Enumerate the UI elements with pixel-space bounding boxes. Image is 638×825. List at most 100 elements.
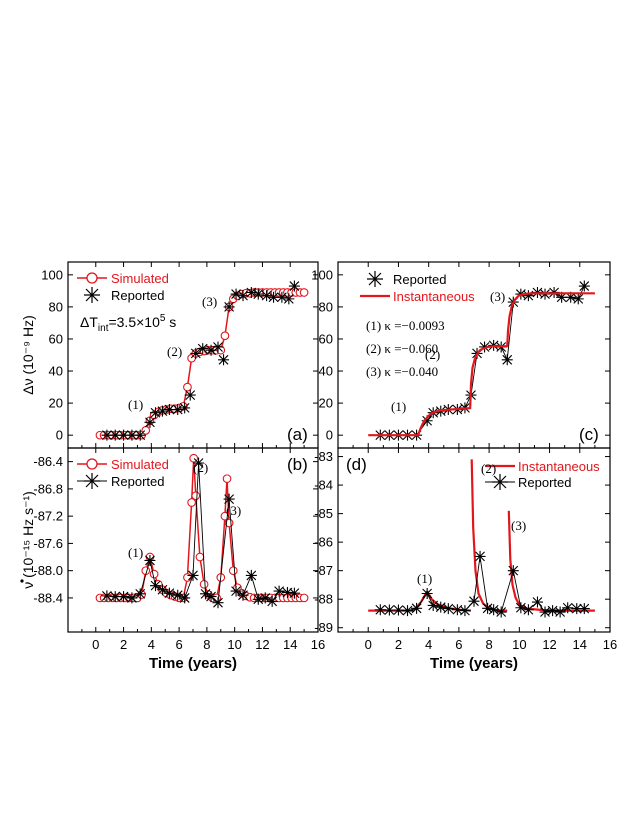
legend-b-reported-marker bbox=[84, 473, 100, 489]
reported-point-a bbox=[237, 290, 249, 302]
reported-point-b bbox=[179, 592, 191, 604]
reported-point-d bbox=[421, 587, 433, 599]
y-tick-label-b: -86.4 bbox=[33, 454, 63, 469]
reported-point-a bbox=[109, 429, 121, 441]
reported-point-b bbox=[273, 585, 285, 597]
reported-point-d bbox=[562, 602, 574, 614]
legend-c-reported-marker bbox=[367, 271, 383, 287]
legend-a-simulated-marker bbox=[86, 272, 98, 284]
reported-point-a bbox=[218, 354, 230, 366]
x-tick-label-b: 12 bbox=[255, 637, 269, 652]
y-tick-label-b: -88.0 bbox=[33, 563, 63, 578]
reported-point-a bbox=[101, 429, 113, 441]
x-tick-label-b: 16 bbox=[311, 637, 325, 652]
y-axis-label-a: Δν (10⁻⁹ Hz) bbox=[20, 315, 36, 395]
reported-point-d bbox=[383, 604, 395, 616]
y-tick-label-d: -86 bbox=[314, 535, 333, 550]
legend-a-reported-marker bbox=[84, 287, 100, 303]
reported-point-c bbox=[572, 293, 584, 305]
reported-point-b bbox=[126, 592, 138, 604]
panel-label-d: (d) bbox=[346, 455, 367, 474]
reported-point-b bbox=[252, 593, 264, 605]
reported-point-b bbox=[230, 585, 242, 597]
y-tick-label-c: 100 bbox=[311, 267, 333, 282]
simulated-point-b bbox=[299, 593, 309, 603]
x-axis-label-right: Time (years) bbox=[430, 655, 518, 672]
reported-point-a bbox=[156, 405, 168, 417]
simulated-point-a bbox=[299, 288, 309, 297]
panel-label-a: (a) bbox=[287, 425, 308, 444]
legend-b-simulated-marker bbox=[86, 458, 98, 470]
legend-d: Instantaneous Reported bbox=[485, 459, 600, 490]
reported-point-a bbox=[184, 389, 196, 401]
panel-label-c: (c) bbox=[579, 425, 599, 444]
legend-a-simulated-label: Simulated bbox=[111, 271, 169, 286]
simulated-point-b bbox=[191, 491, 201, 501]
reported-point-a bbox=[150, 407, 161, 419]
x-tick-label-d: 6 bbox=[455, 637, 462, 652]
reported-point-b bbox=[150, 580, 161, 592]
reported-point-b bbox=[193, 457, 205, 469]
series-layer bbox=[95, 280, 595, 618]
reported-point-d bbox=[522, 604, 534, 616]
reported-point-a bbox=[126, 429, 138, 441]
reported-point-b bbox=[281, 586, 293, 598]
reported-point-b bbox=[172, 589, 184, 601]
simulated-point-b bbox=[222, 474, 232, 484]
series-group-b bbox=[95, 453, 309, 609]
simulated-point-b bbox=[183, 573, 192, 582]
reported-point-d bbox=[402, 605, 414, 617]
reported-point-c bbox=[565, 291, 577, 303]
x-tick-label-d: 12 bbox=[542, 637, 556, 652]
reported-point-b bbox=[101, 590, 113, 602]
x-tick-label-d: 14 bbox=[573, 637, 587, 652]
reported-point-a bbox=[283, 293, 295, 305]
reported-point-c bbox=[522, 290, 534, 302]
y-tick-label-c: 0 bbox=[326, 428, 333, 443]
legend-c-reported-label: Reported bbox=[393, 272, 446, 287]
reported-point-a bbox=[268, 291, 280, 303]
legend-d-instantaneous-label: Instantaneous bbox=[518, 459, 600, 474]
legend-b: Simulated Reported bbox=[77, 457, 169, 489]
reported-point-a bbox=[288, 280, 300, 292]
y-tick-label-d: -87 bbox=[314, 563, 333, 578]
reported-point-b bbox=[245, 569, 257, 581]
reported-point-d bbox=[547, 605, 559, 617]
y-axis-label-b-rest: (10⁻¹⁵ Hz s⁻¹) bbox=[20, 491, 36, 582]
reported-point-d bbox=[411, 602, 423, 614]
legend-b-simulated-label: Simulated bbox=[111, 457, 169, 472]
legend-c: Reported Instantaneous bbox=[360, 271, 475, 304]
kappa-label-2: (2) κ =−0.060 bbox=[366, 341, 438, 356]
reported-point-d bbox=[488, 604, 500, 616]
y-tick-label-c: 60 bbox=[319, 331, 333, 346]
legend-a: Simulated Reported bbox=[77, 271, 169, 303]
glitch-label-a-1: (1) bbox=[128, 397, 143, 412]
reported-point-c bbox=[501, 354, 513, 366]
reported-point-b bbox=[288, 587, 300, 599]
reported-point-d bbox=[442, 603, 454, 615]
x-tick-label-b: 0 bbox=[92, 637, 99, 652]
simulated-point-b bbox=[195, 552, 205, 562]
series-group-c bbox=[368, 280, 595, 441]
glitch-label-b-2: (2) bbox=[193, 460, 208, 475]
reported-point-c bbox=[578, 280, 590, 292]
reported-point-d bbox=[578, 603, 590, 615]
simulated-point-a bbox=[183, 382, 192, 392]
reported-point-a bbox=[144, 416, 156, 428]
y-tick-label-c: 20 bbox=[319, 396, 333, 411]
y-tick-label-a: 60 bbox=[49, 331, 63, 346]
reported-point-b bbox=[259, 592, 271, 604]
reported-point-b bbox=[156, 584, 168, 596]
reported-point-a bbox=[245, 286, 257, 298]
svg-text:ν (10⁻¹⁵ Hz s⁻¹): ν (10⁻¹⁵ Hz s⁻¹) bbox=[20, 491, 36, 589]
x-tick-label-d: 16 bbox=[603, 637, 617, 652]
nu-dot bbox=[20, 579, 24, 583]
x-tick-label-d: 2 bbox=[395, 637, 402, 652]
reported-point-a bbox=[118, 429, 130, 441]
y-tick-label-a: 40 bbox=[49, 364, 63, 379]
glitch-label-b-3: (3) bbox=[226, 503, 241, 518]
reported-point-b bbox=[187, 569, 199, 581]
kappa-label-3: (3) κ =−0.040 bbox=[366, 364, 438, 379]
y-tick-label-d: -89 bbox=[314, 620, 333, 635]
